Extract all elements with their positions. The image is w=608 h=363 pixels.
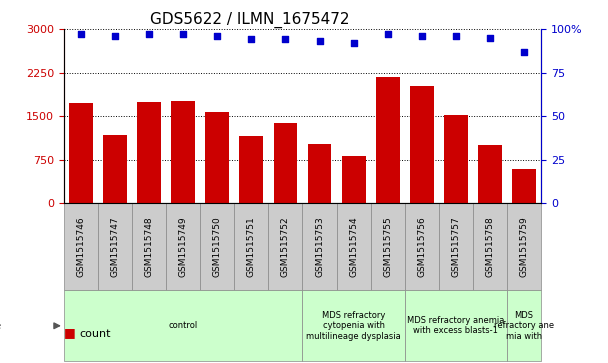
Text: GSM1515754: GSM1515754 [349, 216, 358, 277]
Text: GSM1515746: GSM1515746 [77, 216, 85, 277]
Point [280, 37, 290, 42]
Point [349, 40, 359, 46]
FancyBboxPatch shape [303, 203, 337, 290]
Bar [376, 77, 399, 203]
FancyBboxPatch shape [234, 203, 268, 290]
Bar [444, 115, 468, 203]
Text: GSM1515750: GSM1515750 [213, 216, 222, 277]
FancyBboxPatch shape [507, 290, 541, 361]
Bar [240, 136, 263, 203]
Text: disease state: disease state [0, 321, 2, 331]
Bar [410, 86, 434, 203]
Point [383, 31, 393, 37]
Text: count: count [79, 329, 111, 339]
Bar [69, 103, 93, 203]
Point [212, 33, 222, 39]
Text: GDS5622 / ILMN_1675472: GDS5622 / ILMN_1675472 [150, 12, 349, 28]
Bar [206, 112, 229, 203]
FancyBboxPatch shape [405, 203, 439, 290]
Text: GSM1515759: GSM1515759 [520, 216, 528, 277]
Text: MDS refractory
cytopenia with
multilineage dysplasia: MDS refractory cytopenia with multilinea… [306, 311, 401, 341]
FancyBboxPatch shape [64, 203, 98, 290]
Text: GSM1515748: GSM1515748 [145, 216, 154, 277]
Point [246, 37, 256, 42]
FancyBboxPatch shape [98, 203, 132, 290]
Text: GSM1515753: GSM1515753 [315, 216, 324, 277]
Text: MDS refractory anemia
with excess blasts-1: MDS refractory anemia with excess blasts… [407, 316, 505, 335]
FancyBboxPatch shape [405, 290, 507, 361]
FancyBboxPatch shape [337, 203, 371, 290]
Bar [512, 169, 536, 203]
Bar [171, 101, 195, 203]
FancyBboxPatch shape [268, 203, 303, 290]
Point [110, 33, 120, 39]
FancyBboxPatch shape [473, 203, 507, 290]
Point [144, 31, 154, 37]
FancyBboxPatch shape [371, 203, 405, 290]
Text: GSM1515756: GSM1515756 [417, 216, 426, 277]
Text: MDS
refractory ane
mia with: MDS refractory ane mia with [494, 311, 554, 341]
FancyBboxPatch shape [166, 203, 200, 290]
Bar [308, 144, 331, 203]
FancyBboxPatch shape [303, 290, 405, 361]
Bar [342, 156, 365, 203]
Point [485, 35, 495, 41]
Text: GSM1515751: GSM1515751 [247, 216, 256, 277]
Point [417, 33, 427, 39]
Text: control: control [168, 321, 198, 330]
Point [76, 31, 86, 37]
Bar [274, 123, 297, 203]
Text: GSM1515757: GSM1515757 [451, 216, 460, 277]
Text: ■: ■ [64, 326, 80, 339]
Text: GSM1515755: GSM1515755 [383, 216, 392, 277]
FancyBboxPatch shape [507, 203, 541, 290]
Text: GSM1515758: GSM1515758 [485, 216, 494, 277]
Point [519, 49, 529, 54]
Point [315, 38, 325, 44]
FancyBboxPatch shape [200, 203, 234, 290]
Bar [478, 144, 502, 203]
Text: GSM1515752: GSM1515752 [281, 216, 290, 277]
Text: GSM1515747: GSM1515747 [111, 216, 120, 277]
Point [178, 31, 188, 37]
FancyBboxPatch shape [439, 203, 473, 290]
Bar [103, 135, 127, 203]
FancyBboxPatch shape [132, 203, 166, 290]
Text: GSM1515749: GSM1515749 [179, 216, 188, 277]
Bar [137, 102, 161, 203]
Point [451, 33, 461, 39]
FancyBboxPatch shape [64, 290, 303, 361]
